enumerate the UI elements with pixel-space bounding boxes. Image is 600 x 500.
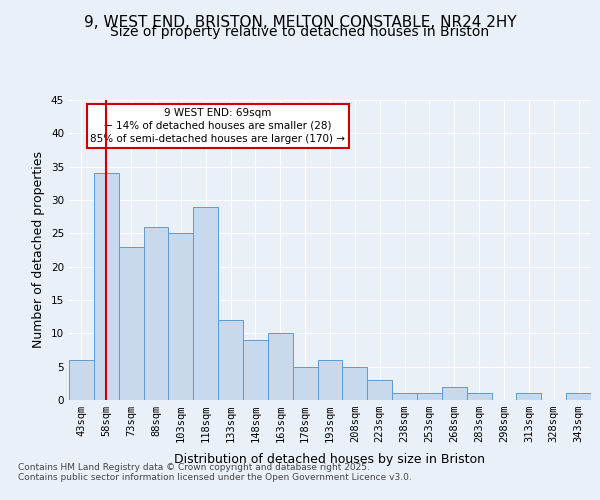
- X-axis label: Distribution of detached houses by size in Briston: Distribution of detached houses by size …: [175, 454, 485, 466]
- Bar: [442, 386, 467, 400]
- Bar: [143, 226, 169, 400]
- Bar: [417, 394, 442, 400]
- Text: 9, WEST END, BRISTON, MELTON CONSTABLE, NR24 2HY: 9, WEST END, BRISTON, MELTON CONSTABLE, …: [83, 15, 517, 30]
- Bar: [467, 394, 491, 400]
- Bar: [193, 206, 218, 400]
- Bar: [243, 340, 268, 400]
- Text: Size of property relative to detached houses in Briston: Size of property relative to detached ho…: [110, 25, 490, 39]
- Bar: [69, 360, 94, 400]
- Bar: [517, 394, 541, 400]
- Bar: [293, 366, 317, 400]
- Bar: [367, 380, 392, 400]
- Bar: [566, 394, 591, 400]
- Y-axis label: Number of detached properties: Number of detached properties: [32, 152, 46, 348]
- Bar: [169, 234, 193, 400]
- Bar: [218, 320, 243, 400]
- Bar: [392, 394, 417, 400]
- Bar: [268, 334, 293, 400]
- Bar: [343, 366, 367, 400]
- Bar: [94, 174, 119, 400]
- Bar: [119, 246, 143, 400]
- Bar: [317, 360, 343, 400]
- Text: 9 WEST END: 69sqm
← 14% of detached houses are smaller (28)
85% of semi-detached: 9 WEST END: 69sqm ← 14% of detached hous…: [90, 108, 345, 144]
- Text: Contains public sector information licensed under the Open Government Licence v3: Contains public sector information licen…: [18, 472, 412, 482]
- Text: Contains HM Land Registry data © Crown copyright and database right 2025.: Contains HM Land Registry data © Crown c…: [18, 462, 370, 471]
